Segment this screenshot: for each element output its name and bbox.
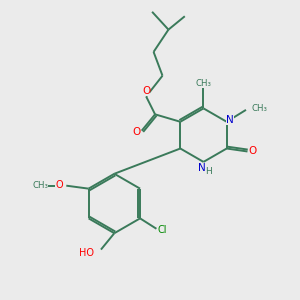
Text: H: H [206, 167, 212, 176]
Text: O: O [55, 180, 63, 190]
Text: N: N [226, 115, 234, 125]
Text: CH₃: CH₃ [32, 181, 48, 190]
Text: N: N [198, 164, 206, 173]
Text: O: O [142, 86, 150, 96]
Text: CH₃: CH₃ [252, 104, 268, 113]
Text: O: O [248, 146, 256, 157]
Text: O: O [132, 127, 140, 137]
Text: HO: HO [80, 248, 94, 257]
Text: CH₃: CH₃ [196, 79, 211, 88]
Text: Cl: Cl [158, 225, 167, 235]
